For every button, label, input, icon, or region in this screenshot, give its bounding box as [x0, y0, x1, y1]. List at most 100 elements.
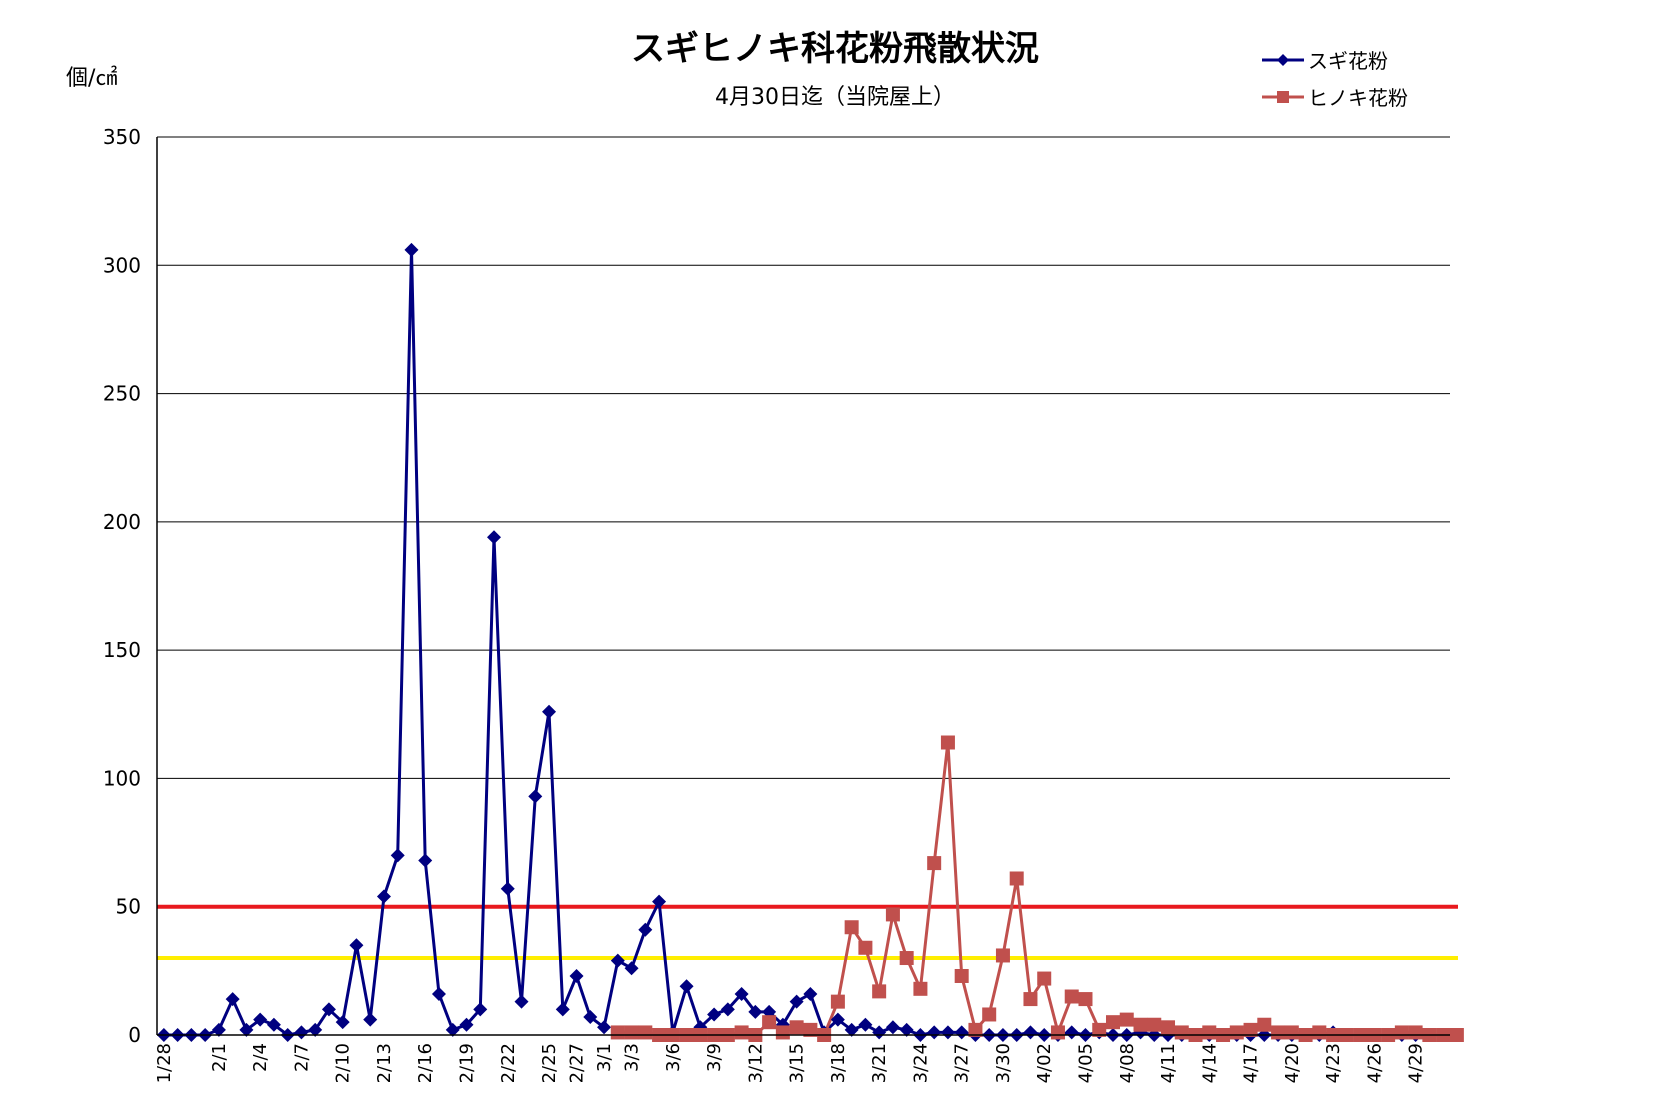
- point-series-0-15: [363, 1012, 378, 1027]
- x-tick-3-24: 3/24: [910, 1043, 931, 1083]
- point-series-1-82: [1284, 1025, 1299, 1040]
- point-series-0-14: [349, 938, 364, 953]
- point-series-1-56: [927, 856, 942, 871]
- point-series-0-30: [569, 968, 584, 983]
- x-tick-3-15: 3/15: [787, 1043, 808, 1083]
- point-series-0-4: [211, 1022, 226, 1037]
- x-tick-3-12: 3/12: [745, 1043, 766, 1083]
- legend-sugi-marker: [1277, 54, 1289, 66]
- y-tick-150: 150: [103, 638, 141, 662]
- point-series-0-16: [376, 889, 391, 904]
- point-series-0-24: [487, 530, 502, 545]
- point-series-0-32: [597, 1020, 612, 1035]
- point-series-1-59: [968, 1022, 983, 1037]
- point-series-1-78: [1229, 1025, 1244, 1040]
- point-series-1-42: [734, 1025, 749, 1040]
- point-series-0-20: [431, 986, 446, 1001]
- point-series-0-13: [335, 1015, 350, 1030]
- legend-hinoki-label: ヒノキ花粉: [1308, 86, 1408, 110]
- y-tick-350: 350: [103, 125, 141, 149]
- point-series-1-58: [954, 968, 969, 983]
- x-tick-3-27: 3/27: [952, 1043, 973, 1083]
- point-series-0-56: [927, 1025, 942, 1040]
- point-series-0-28: [542, 704, 557, 719]
- point-series-0-53: [885, 1020, 900, 1035]
- point-series-1-73: [1161, 1020, 1176, 1035]
- x-tick-3-3: 3/3: [622, 1043, 643, 1072]
- x-tick-2-1: 2/1: [209, 1043, 230, 1072]
- point-series-0-23: [473, 1002, 488, 1017]
- x-tick-4-26: 4/26: [1364, 1043, 1385, 1083]
- point-series-0-38: [679, 979, 694, 994]
- point-series-0-26: [514, 994, 529, 1009]
- point-series-0-47: [803, 986, 818, 1001]
- point-series-1-91: [1408, 1025, 1423, 1040]
- point-series-1-47: [803, 1022, 818, 1037]
- point-series-1-33: [610, 1025, 625, 1040]
- x-tick-2-10: 2/10: [333, 1043, 354, 1083]
- y-tick-0: 0: [128, 1023, 141, 1047]
- y-tick-50: 50: [116, 895, 141, 919]
- point-series-1-80: [1257, 1017, 1272, 1032]
- x-tick-3-9: 3/9: [704, 1043, 725, 1072]
- x-tick-4-02: 4/02: [1034, 1043, 1055, 1083]
- point-series-1-54: [899, 951, 914, 966]
- point-series-1-49: [830, 994, 845, 1009]
- point-series-1-62: [1009, 871, 1024, 886]
- x-tick-2-16: 2/16: [415, 1043, 436, 1083]
- point-series-1-71: [1133, 1017, 1148, 1032]
- point-series-1-72: [1147, 1017, 1162, 1032]
- x-tick-2-19: 2/19: [456, 1043, 477, 1083]
- y-tick-200: 200: [103, 510, 141, 534]
- reference-lines: [157, 904, 1458, 961]
- x-tick-4-23: 4/23: [1323, 1043, 1344, 1083]
- point-series-1-63: [1023, 992, 1038, 1007]
- x-tick-2-22: 2/22: [498, 1043, 519, 1083]
- point-series-1-68: [1092, 1022, 1107, 1037]
- y-axis-label: 個/㎠: [66, 65, 117, 91]
- point-series-1-94: [1449, 1028, 1464, 1042]
- legend: スギ花粉 ヒノキ花粉: [1262, 49, 1408, 110]
- point-series-0-66: [1064, 1025, 1079, 1040]
- point-series-1-84: [1312, 1025, 1327, 1040]
- point-series-0-31: [583, 1010, 598, 1025]
- point-series-0-51: [858, 1017, 873, 1032]
- series-lines: [163, 248, 1457, 1037]
- point-series-0-41: [720, 1002, 735, 1017]
- y-tick-labels: 0 50 100 150 200 250 300 350: [103, 125, 141, 1047]
- point-series-0-19: [418, 853, 433, 868]
- point-series-0-40: [707, 1007, 722, 1022]
- point-series-1-50: [844, 920, 859, 935]
- point-series-1-45: [775, 1025, 790, 1040]
- x-tick-4-11: 4/11: [1158, 1043, 1179, 1083]
- point-series-0-11: [308, 1022, 323, 1037]
- point-series-0-33: [610, 953, 625, 968]
- point-series-0-12: [321, 1002, 336, 1017]
- x-tick-3-21: 3/21: [869, 1043, 890, 1083]
- legend-hinoki-marker: [1277, 91, 1289, 103]
- point-series-1-90: [1394, 1025, 1409, 1040]
- point-series-0-22: [459, 1017, 474, 1032]
- point-series-0-18: [404, 242, 419, 257]
- x-tick-2-25: 2/25: [539, 1043, 560, 1083]
- x-tick-2-7: 2/7: [291, 1043, 312, 1072]
- x-tick-2-27: 2/27: [567, 1043, 588, 1083]
- point-series-1-61: [995, 948, 1010, 963]
- x-tick-2-4: 2/4: [250, 1043, 271, 1072]
- point-series-1-55: [913, 981, 928, 996]
- series-markers: [156, 242, 1464, 1042]
- point-series-1-51: [858, 940, 873, 955]
- point-series-1-53: [885, 907, 900, 922]
- y-tick-250: 250: [103, 382, 141, 406]
- point-series-0-63: [1023, 1025, 1038, 1040]
- x-tick-3-30: 3/30: [993, 1043, 1014, 1083]
- y-tick-100: 100: [103, 766, 141, 790]
- x-tick-2-13: 2/13: [374, 1043, 395, 1083]
- point-series-1-52: [872, 984, 887, 999]
- x-tick-3-6: 3/6: [663, 1043, 684, 1072]
- point-series-0-5: [225, 992, 240, 1007]
- point-series-1-46: [789, 1020, 804, 1035]
- x-tick-1-28: 1/28: [154, 1043, 175, 1083]
- point-series-0-36: [652, 894, 667, 909]
- point-series-1-57: [940, 735, 955, 750]
